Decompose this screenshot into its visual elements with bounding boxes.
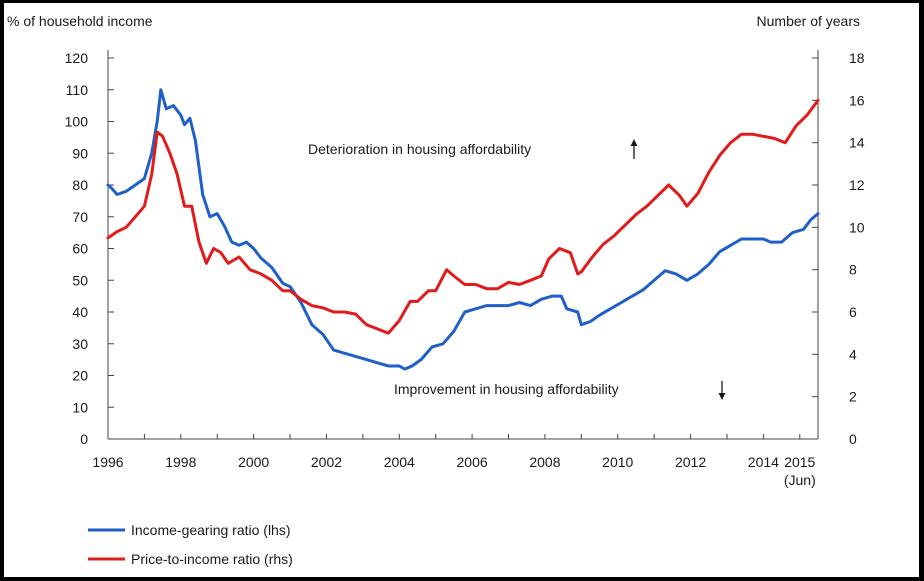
left-tick-label: 70 (72, 209, 88, 225)
left-tick-label: 20 (72, 368, 88, 384)
x-tick-label: 2012 (675, 454, 706, 470)
annotation-down-text: Improvement in housing affordability (394, 381, 619, 397)
left-tick-label: 0 (80, 431, 88, 447)
x-tick-label: 2008 (529, 454, 560, 470)
down-arrowhead-icon (718, 393, 726, 400)
left-tick-label: 110 (66, 82, 89, 98)
left-tick-label: 120 (65, 50, 89, 66)
left-tick-label: 50 (72, 272, 88, 288)
x-tick-label: 2002 (311, 454, 342, 470)
x-tick-label: 1996 (92, 454, 123, 470)
annotation-improvement: Improvement in housing affordability (394, 381, 726, 400)
x-tick-label: 2014 (748, 454, 779, 470)
x-tick-label: 2015 (784, 454, 815, 470)
left-tick-label: 100 (65, 114, 89, 130)
right-axis-title: Number of years (757, 13, 860, 29)
right-tick-label: 0 (849, 431, 857, 447)
legend: Income-gearing ratio (lhs) Price-to-inco… (88, 522, 293, 567)
x-tick-label: 1998 (165, 454, 196, 470)
right-tick-label: 12 (849, 177, 865, 193)
right-tick-label: 4 (849, 346, 857, 362)
left-tick-label: 40 (72, 304, 88, 320)
right-tick-label: 16 (849, 92, 865, 108)
up-arrowhead-icon (630, 139, 638, 146)
series-line-price-to-income (106, 98, 820, 335)
affordability-chart: % of household income Number of years 01… (7, 13, 865, 567)
axis-ticks: 0 10 20 30 40 50 60 70 80 90 100 110 120 0 2 4 6 8 10 12 14 1… (65, 50, 865, 488)
legend-label-price-to-income: Price-to-income ratio (rhs) (131, 551, 293, 567)
right-tick-label: 10 (849, 219, 865, 235)
right-tick-label: 6 (849, 304, 857, 320)
left-tick-label: 80 (72, 177, 88, 193)
x-tick-label: 2006 (457, 454, 488, 470)
left-tick-label: 60 (72, 241, 88, 257)
legend-label-income-gearing: Income-gearing ratio (lhs) (131, 522, 291, 538)
x-tick-sublabel: (Jun) (784, 472, 816, 488)
right-tick-label: 8 (849, 262, 857, 278)
x-tick-label: 2000 (238, 454, 269, 470)
left-tick-label: 30 (72, 336, 88, 352)
annotation-up-text: Deterioration in housing affordability (308, 141, 531, 157)
x-tick-label: 2010 (602, 454, 633, 470)
right-tick-label: 14 (849, 135, 865, 151)
left-tick-label: 90 (72, 145, 88, 161)
right-tick-label: 2 (849, 389, 857, 405)
annotation-deterioration: Deterioration in housing affordability (308, 139, 638, 159)
left-axis-title: % of household income (7, 13, 153, 29)
series-line-income-gearing (106, 88, 820, 371)
series-lines (106, 88, 820, 371)
x-tick-label: 2004 (384, 454, 415, 470)
left-tick-label: 10 (72, 399, 88, 415)
right-tick-label: 18 (849, 50, 865, 66)
